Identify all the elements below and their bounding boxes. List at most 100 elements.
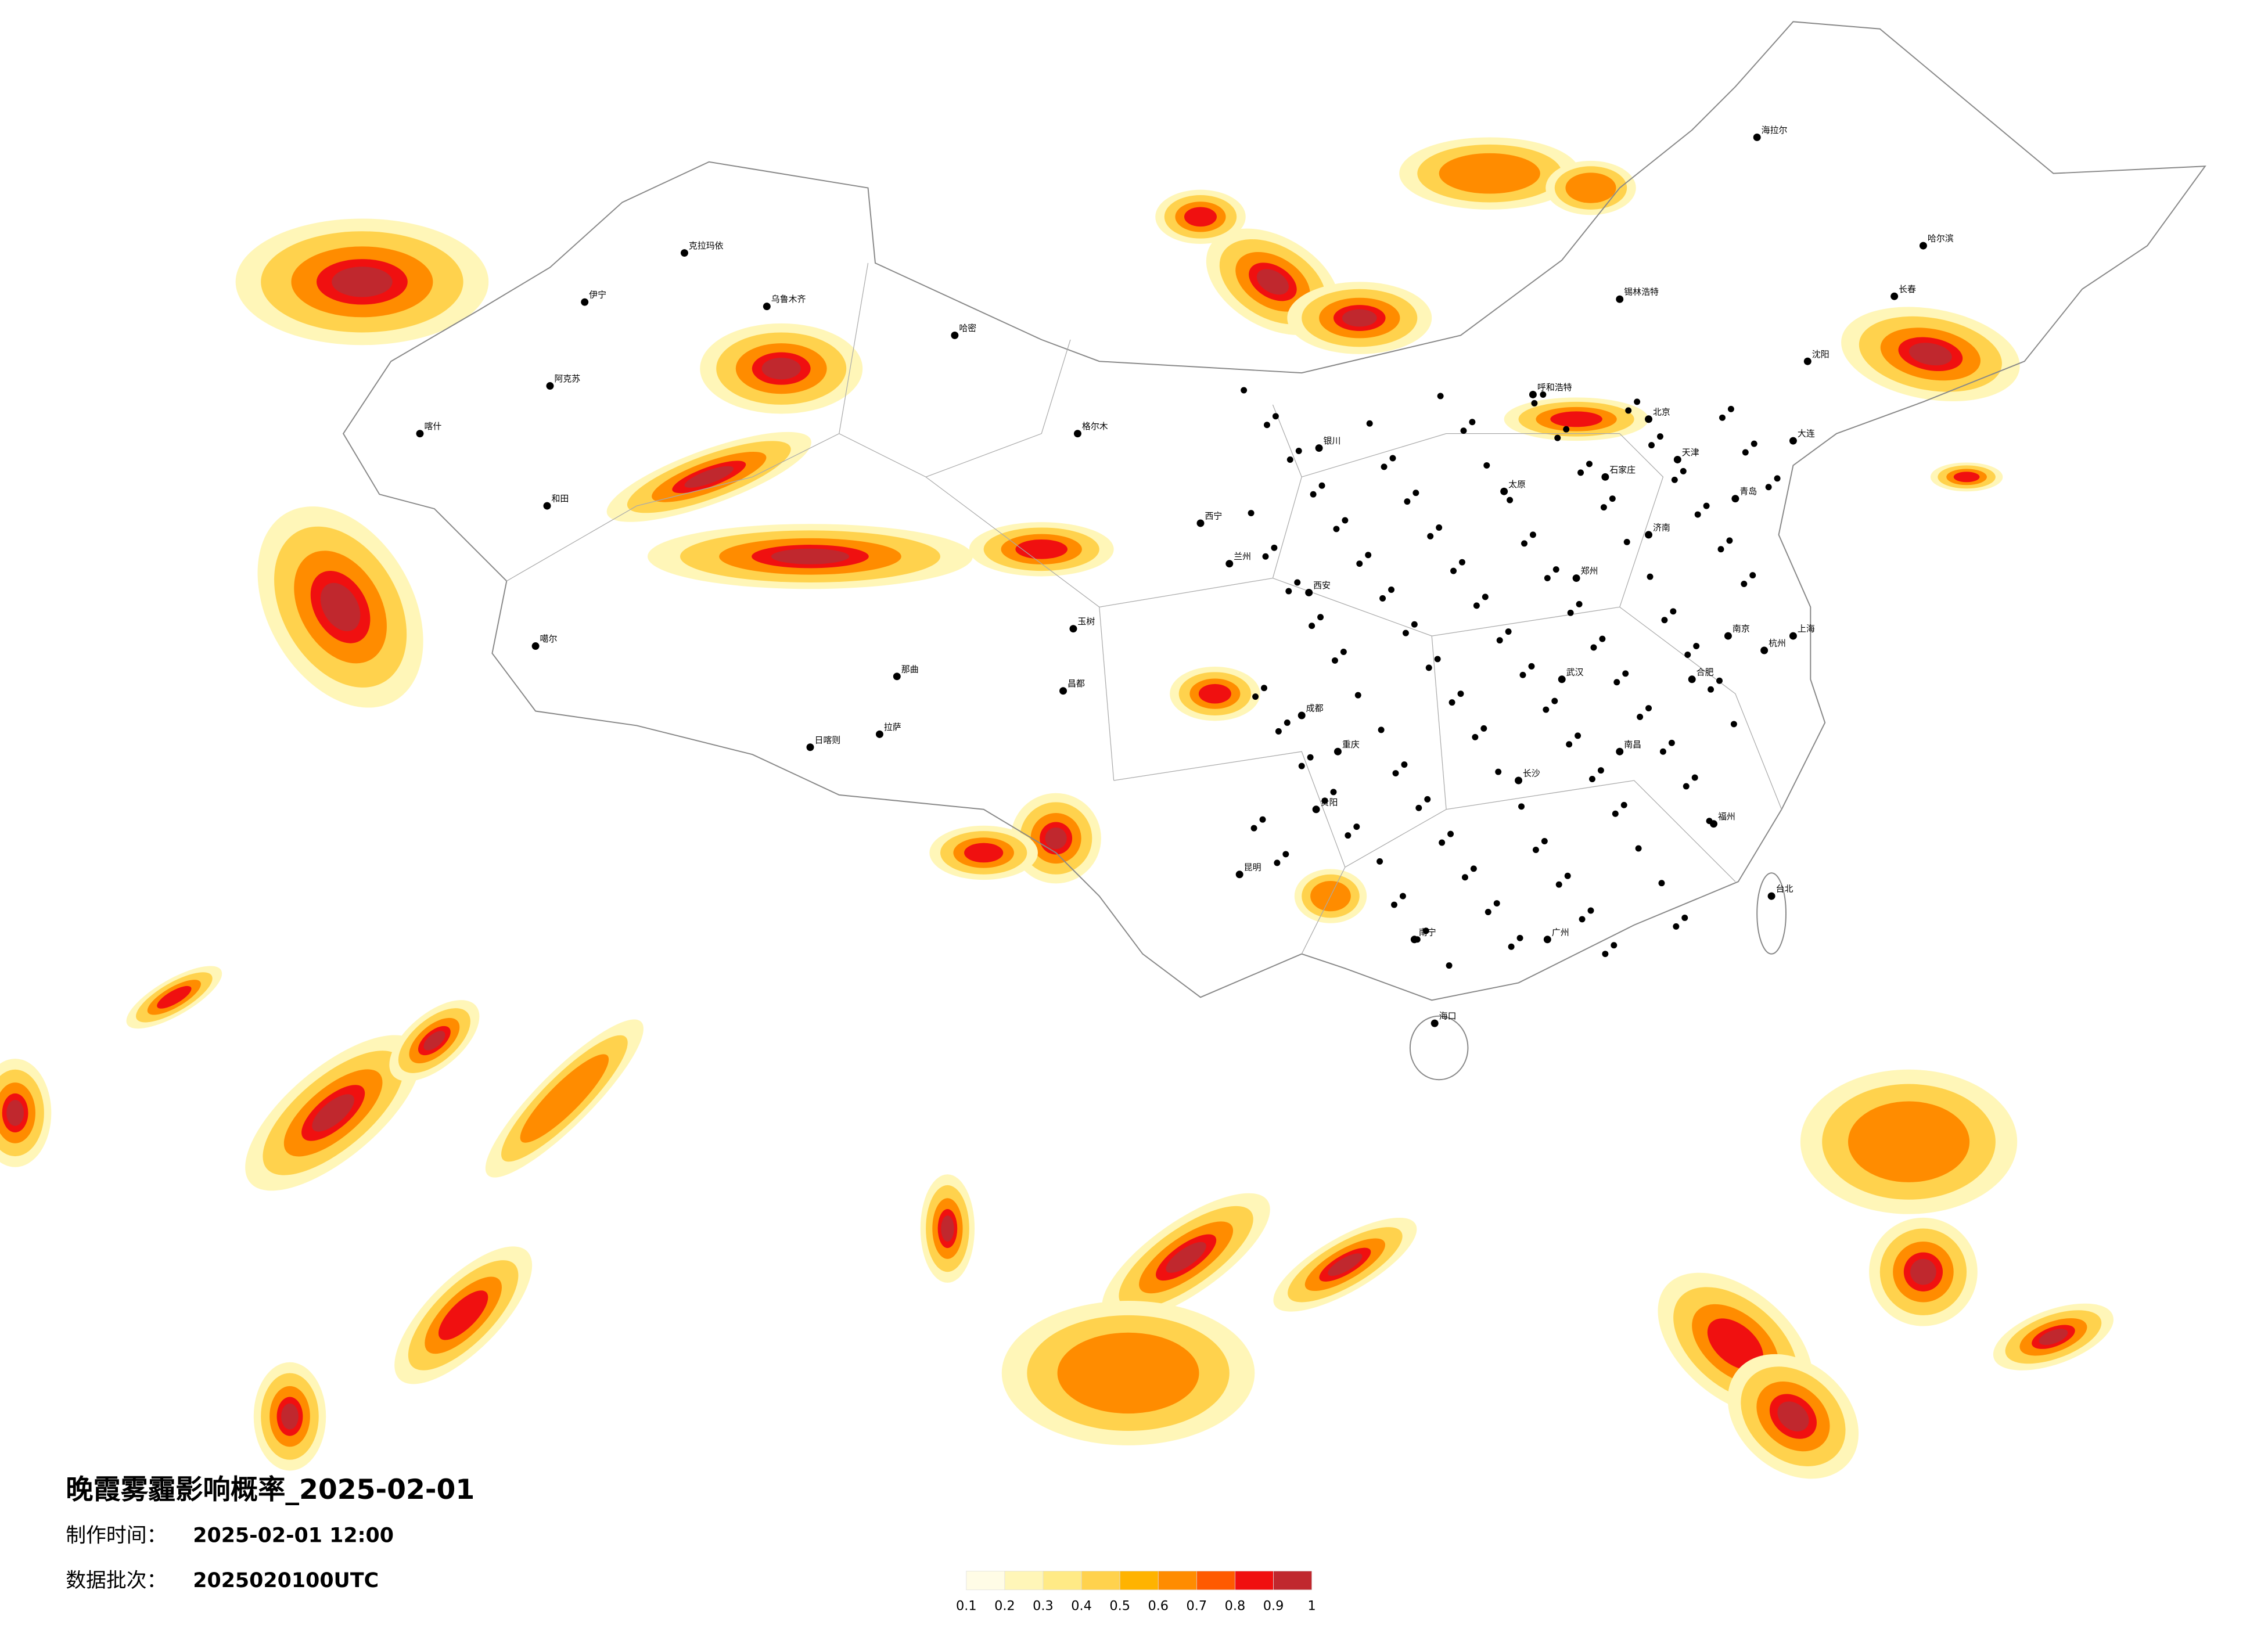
station-dot [1717,546,1724,553]
station-dot [1529,531,1536,538]
city-dot [1529,390,1537,398]
city-dot [806,743,814,751]
station-dot [1599,635,1606,642]
probability-blob [157,985,192,1009]
station-dot [1635,845,1642,852]
colorbar-box [1119,1571,1159,1591]
city-label: 重庆 [1342,739,1360,750]
station-dot [1741,581,1748,587]
station-dot [1516,934,1523,941]
colorbar-tick-label: 0.7 [1187,1599,1207,1614]
station-dot [1589,776,1595,782]
station-dot [1271,544,1278,551]
city-label: 阿克苏 [554,373,580,384]
colorbar-tick-label: 0.3 [1033,1599,1054,1614]
station-dot [1706,818,1713,825]
city-label: 太原 [1508,479,1526,490]
map-title: 晚霞雾霾影响概率_2025-02-01 [66,1474,475,1506]
city-dot [763,303,771,311]
probability-blob [1848,1101,1970,1182]
station-dot [1495,768,1502,775]
station-dot [1691,774,1698,781]
probability-blob [771,548,850,564]
city-dot [1760,646,1769,654]
city-label: 那曲 [901,664,919,674]
city-label: 长沙 [1523,768,1540,779]
station-dot [1681,914,1688,921]
station-dot [1457,690,1464,697]
city-dot [1305,588,1313,596]
city-label: 上海 [1798,624,1815,634]
probability-blob [1565,172,1616,203]
city-label: 和田 [551,494,569,504]
colorbar-tick-label: 1 [1308,1599,1316,1614]
station-dot [1774,475,1781,482]
station-dot [1566,741,1573,748]
station-dot [1625,407,1632,414]
station-dot [1612,810,1619,817]
station-dot [1286,456,1293,463]
city-label: 噶尔 [540,634,558,644]
station-dot [1555,881,1562,888]
city-label: 南昌 [1624,739,1641,750]
station-dot [1602,951,1609,958]
station-dot [1392,770,1399,777]
city-dot [1196,519,1205,527]
station-dot [1480,725,1487,732]
station-dot [1333,526,1340,533]
city-label: 北京 [1653,406,1670,417]
city-label: 海拉尔 [1762,125,1788,135]
station-dot [1381,463,1388,470]
city-dot [1673,455,1681,463]
city-dot [1073,430,1081,438]
station-dot [1345,832,1352,839]
city-label: 格尔木 [1082,421,1108,431]
station-dot [1450,567,1457,574]
city-dot [531,642,540,650]
city-label: 广州 [1552,927,1569,937]
station-dot [1683,783,1690,790]
station-dot [1661,617,1668,624]
station-dot [1261,685,1267,692]
city-dot [680,249,688,257]
station-dot [1742,449,1749,456]
station-dot [1317,614,1324,621]
station-dot [1330,789,1337,796]
station-dot [1321,797,1328,804]
batch-label: 数据批次： [66,1569,167,1592]
station-dot [1671,476,1678,483]
probability-field [0,137,2114,1479]
city-label: 克拉玛依 [689,240,724,251]
city-dot [1601,473,1609,481]
city-dot [1919,242,1927,250]
city-label: 喀什 [424,421,441,431]
city-dot [1616,295,1624,303]
city-dot [1558,675,1566,684]
probability-blob [332,267,393,297]
station-dot [1658,880,1665,887]
station-dot [1446,962,1453,969]
station-dot [1310,491,1317,498]
made-time-label: 制作时间： [66,1524,167,1548]
colorbar-box [1004,1571,1044,1591]
city-dot [1767,892,1775,900]
station-dot [1472,733,1479,740]
city-dot [1645,415,1653,423]
city-dot [893,672,901,681]
city-label: 玉树 [1077,616,1095,627]
city-label: 石家庄 [1609,465,1636,475]
city-dot [1789,632,1797,640]
station-dot [1719,414,1726,421]
city-label: 南京 [1733,624,1750,634]
city-dot [1803,357,1811,365]
city-dot [581,298,589,306]
station-dot [1272,413,1279,420]
station-dot [1248,510,1255,517]
probability-blob [2039,1329,2068,1346]
city-label: 福州 [1718,811,1735,822]
city-label: 成都 [1306,703,1324,714]
city-dot [416,430,424,438]
probability-blob [1198,684,1231,704]
station-dot [1673,923,1680,930]
